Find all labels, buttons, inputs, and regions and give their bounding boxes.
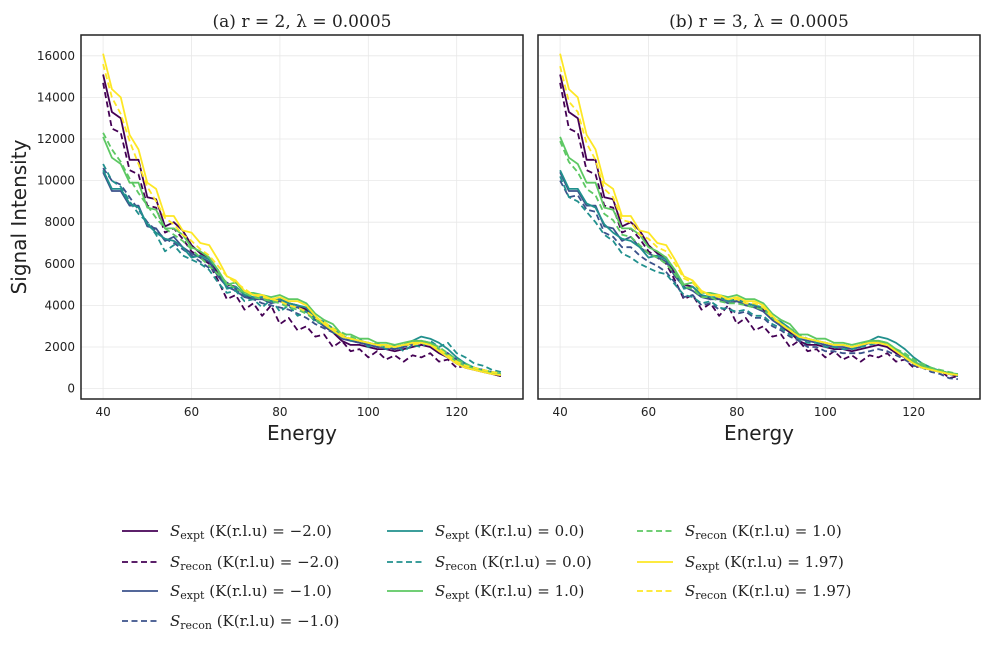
series-line-recon-k1p0: S_recon (K(r.l.u) = 1.0): [102, 132, 502, 374]
series-line-recon-k-1p0: S_recon (K(r.l.u) = −1.0): [559, 180, 959, 381]
series-line-expt-k0p0: S_expt (K(r.l.u) = 0.0): [559, 169, 959, 376]
panel-b: S_expt (K(r.l.u) = −2.0)S_recon (K(r.l.u…: [537, 12, 981, 445]
series-line-recon-k-2p0: S_recon (K(r.l.u) = −2.0): [102, 82, 502, 377]
x-tick-label: 100: [814, 405, 837, 419]
legend-label: Srecon (K(r.l.u) = 1.97): [685, 582, 851, 602]
legend-label: Sexpt (K(r.l.u) = 0.0): [435, 522, 584, 542]
series-line-recon-k1p0: S_recon (K(r.l.u) = 1.0): [559, 140, 959, 375]
y-tick-label: 10000: [37, 174, 75, 188]
legend-label: Srecon (K(r.l.u) = −1.0): [170, 612, 339, 632]
series-line-recon-k1p97: S_recon (K(r.l.u) = 1.97): [559, 65, 959, 376]
x-tick-label: 60: [184, 405, 199, 419]
legend-item: Srecon (K(r.l.u) = 1.0): [637, 522, 842, 542]
y-tick-label: 2000: [44, 340, 75, 354]
y-tick-label: 8000: [44, 215, 75, 229]
legend-item: Srecon (K(r.l.u) = −1.0): [122, 612, 339, 632]
series-line-expt-k-2p0: S_expt (K(r.l.u) = −2.0): [559, 74, 959, 377]
x-tick-label: 120: [445, 405, 468, 419]
panel-title: (b) r = 3, λ = 0.0005: [669, 12, 849, 32]
legend-item: Srecon (K(r.l.u) = −2.0): [122, 553, 339, 573]
series-line-expt-k1p97: S_expt (K(r.l.u) = 1.97): [102, 53, 502, 376]
legend-item: Sexpt (K(r.l.u) = 0.0): [387, 522, 584, 542]
legend-label: Srecon (K(r.l.u) = 0.0): [435, 553, 592, 573]
legend-label: Sexpt (K(r.l.u) = 1.97): [685, 553, 844, 573]
legend-label: Srecon (K(r.l.u) = −2.0): [170, 553, 339, 573]
series-line-expt-k0p0: S_expt (K(r.l.u) = 0.0): [102, 169, 502, 376]
panel-a: S_expt (K(r.l.u) = −2.0)S_recon (K(r.l.u…: [37, 12, 524, 445]
x-tick-label: 80: [272, 405, 287, 419]
series-line-recon-k-2p0: S_recon (K(r.l.u) = −2.0): [559, 82, 959, 380]
x-tick-label: 80: [729, 405, 744, 419]
x-tick-label: 120: [902, 405, 925, 419]
series-line-expt-k-2p0: S_expt (K(r.l.u) = −2.0): [102, 74, 502, 377]
plot-area: [538, 35, 980, 399]
x-tick-label: 60: [641, 405, 656, 419]
plot-frame: [80, 34, 524, 400]
legend: Sexpt (K(r.l.u) = −2.0) Srecon (K(r.l.u) …: [122, 522, 851, 632]
legend-label: Sexpt (K(r.l.u) = 1.0): [435, 582, 584, 602]
legend-item: Sexpt (K(r.l.u) = −2.0): [122, 522, 332, 542]
y-tick-label: 0: [67, 382, 75, 396]
y-tick-label: 12000: [37, 132, 75, 146]
legend-label: Sexpt (K(r.l.u) = −2.0): [170, 522, 332, 542]
y-tick-label: 14000: [37, 90, 75, 104]
x-tick-label: 40: [552, 405, 567, 419]
x-tick-label: 100: [357, 405, 380, 419]
legend-label: Sexpt (K(r.l.u) = −1.0): [170, 582, 332, 602]
series-line-expt-k1p0: S_expt (K(r.l.u) = 1.0): [102, 136, 502, 375]
x-axis-title: Energy: [724, 421, 794, 445]
series-line-recon-k0p0: S_recon (K(r.l.u) = 0.0): [102, 163, 502, 373]
legend-item: Srecon (K(r.l.u) = 1.97): [637, 582, 851, 602]
legend-item: Srecon (K(r.l.u) = 0.0): [387, 553, 592, 573]
series-line-recon-k1p97: S_recon (K(r.l.u) = 1.97): [102, 63, 502, 374]
legend-item: Sexpt (K(r.l.u) = 1.0): [387, 582, 584, 602]
y-tick-label: 16000: [37, 49, 75, 63]
legend-item: Sexpt (K(r.l.u) = 1.97): [637, 553, 844, 573]
legend-label: Srecon (K(r.l.u) = 1.0): [685, 522, 842, 542]
legend-item: Sexpt (K(r.l.u) = −1.0): [122, 582, 332, 602]
panel-title: (a) r = 2, λ = 0.0005: [213, 12, 392, 32]
x-axis-title: Energy: [267, 421, 337, 445]
y-tick-label: 4000: [44, 298, 75, 312]
x-tick-label: 40: [95, 405, 110, 419]
y-tick-label: 6000: [44, 257, 75, 271]
y-axis-title: Signal Intensity: [7, 139, 31, 294]
plot-frame: [537, 34, 981, 400]
